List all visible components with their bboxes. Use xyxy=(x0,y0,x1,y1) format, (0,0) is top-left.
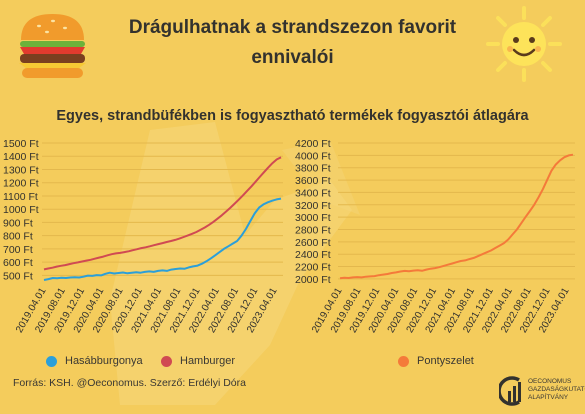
oeconomus-logo-icon xyxy=(499,376,521,406)
series-line-has-bburgonya xyxy=(43,197,282,281)
y-tick-label: 900 Ft xyxy=(3,217,33,229)
legend-label-hasabburgonya: Hasábburgonya xyxy=(65,355,143,367)
y-tick-label: 1400 Ft xyxy=(3,151,39,163)
y-tick-label: 500 Ft xyxy=(3,270,33,282)
legend-dot-hasabburgonya xyxy=(46,355,57,367)
y-tick-label: 1500 Ft xyxy=(3,138,39,150)
hamburger-icon xyxy=(19,14,86,78)
page-title: Drágulhatnak a strandszezon favorit enni… xyxy=(128,17,457,68)
y-tick-label: 2400 Ft xyxy=(295,249,331,261)
y-tick-label: 1200 Ft xyxy=(3,178,39,190)
y-tick-label: 2000 Ft xyxy=(295,274,331,286)
logo-text: OECONOMUS GAZDASÁGKUTATÓ ALAPÍTVÁNY xyxy=(528,378,585,402)
legend-item-hamburger: Hamburger xyxy=(161,355,235,367)
logo-line-1: OECONOMUS xyxy=(528,378,572,385)
y-tick-label: 2800 Ft xyxy=(295,224,331,236)
legend-item-hasabburgonya: Hasábburgonya xyxy=(46,355,143,367)
y-tick-label: 700 Ft xyxy=(3,244,33,256)
logo-line-3: ALAPÍTVÁNY xyxy=(528,394,569,401)
y-tick-label: 3200 Ft xyxy=(295,200,331,212)
legend-label-hamburger: Hamburger xyxy=(180,355,236,367)
source-text: Forrás: KSH. @Oeconomus. Szerző: Erdélyi… xyxy=(13,377,246,389)
legend-item-pontyszelet: Pontyszelet xyxy=(398,355,474,367)
y-tick-label: 1300 Ft xyxy=(3,164,39,176)
series-line-pontyszelet xyxy=(339,153,574,280)
y-tick-label: 1000 Ft xyxy=(3,204,39,216)
y-tick-label: 3600 Ft xyxy=(295,175,331,187)
legend-dot-hamburger xyxy=(161,355,172,367)
y-tick-label: 3400 Ft xyxy=(295,187,331,199)
y-tick-label: 3000 Ft xyxy=(295,212,331,224)
series-line-hamburger xyxy=(43,156,282,271)
legend-dot-pontyszelet xyxy=(398,355,409,367)
y-tick-label: 4000 Ft xyxy=(295,150,331,162)
legend-label-pontyszelet: Pontyszelet xyxy=(417,355,474,367)
logo-line-2: GAZDASÁGKUTATÓ xyxy=(528,386,585,393)
y-tick-label: 2200 Ft xyxy=(295,262,331,274)
y-tick-label: 800 Ft xyxy=(3,231,33,243)
page-subtitle: Egyes, strandbüfékben is fogyasztható te… xyxy=(56,108,529,124)
y-tick-label: 3800 Ft xyxy=(295,163,331,175)
y-tick-label: 600 Ft xyxy=(3,257,33,269)
sun-icon xyxy=(486,6,562,82)
y-tick-label: 2600 Ft xyxy=(295,237,331,249)
y-tick-label: 4200 Ft xyxy=(295,138,331,150)
y-tick-label: 1100 Ft xyxy=(3,191,38,203)
